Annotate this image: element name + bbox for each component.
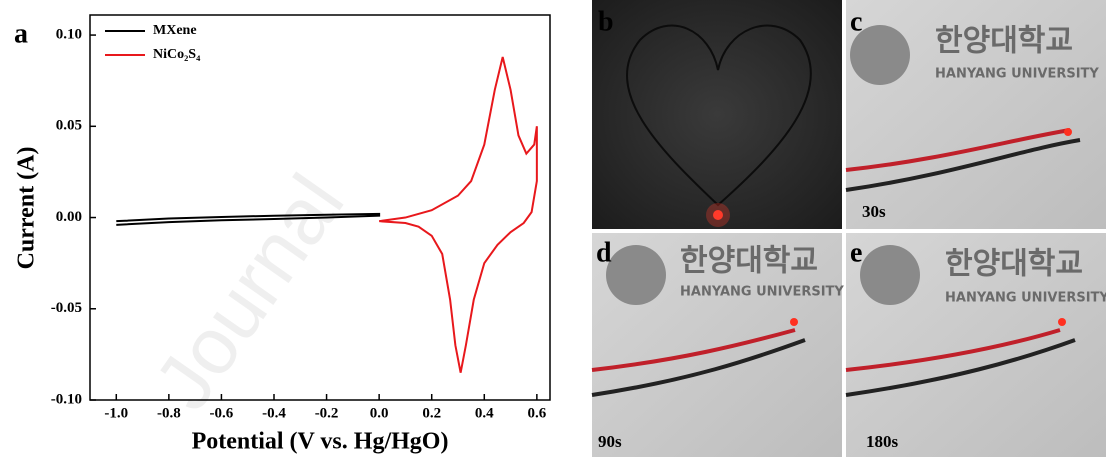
x-tick-label: 0.0 [370,405,389,421]
logo [860,245,920,305]
panel-label: e [850,237,862,268]
plot-frame [89,14,551,401]
legend-label: NiCo₂S₄ [153,47,201,62]
time-label: 30s [862,202,886,221]
data-line [116,212,381,226]
led [1058,318,1066,326]
led [713,210,723,220]
panel-label: c [850,6,862,37]
cable [591,328,796,372]
y-tick-label: 0.05 [56,118,82,134]
x-tick-label: -0.8 [157,405,181,421]
y-tick-label: 0.10 [56,27,82,43]
sign-text: HANYANG UNIVERSITY [935,67,1099,82]
photo-d: 한양대학교 HANYANG UNIVERSITY d 90s [591,233,844,457]
panel-label: a [14,18,28,49]
logo [850,25,910,85]
led [1064,128,1072,136]
y-tick-label: -0.05 [51,300,82,316]
sign-text: 한양대학교 [945,247,1083,282]
x-tick-label: -1.0 [104,405,128,421]
led [790,318,798,326]
photo-e: 한양대학교 HANYANG UNIVERSITY e 180s [845,233,1106,457]
x-tick-label: -0.2 [315,405,339,421]
logo [606,245,666,305]
photo-c: 한양대학교 HANYANG UNIVERSITY c 30s [845,0,1106,229]
legend-label: MXene [153,23,197,38]
data-line [379,56,538,373]
panel-label: d [596,237,612,268]
led-glow [706,203,730,227]
sign-text: 한양대학교 [680,244,818,279]
x-tick-label: 0.4 [475,405,494,421]
y-axis-label: Current (A) [14,147,40,270]
sign-text: HANYANG UNIVERSITY [680,285,844,300]
x-tick-label: 0.6 [527,405,546,421]
x-tick-label: -0.6 [210,405,234,421]
x-axis-label: Potential (V vs. Hg/HgO) [192,429,449,455]
cable [845,328,1061,372]
x-tick-label: -0.4 [262,405,286,421]
x-tick-label: 0.2 [422,405,441,421]
y-tick-label: 0.00 [56,209,82,225]
wire [626,24,812,207]
sign-text: 한양대학교 [935,24,1073,59]
photo-b: b [592,0,842,229]
time-label: 90s [598,432,622,451]
cable [845,138,1081,192]
cable [845,128,1071,172]
time-label: 180s [866,432,899,451]
cable [845,338,1076,397]
cable [591,338,806,397]
watermark: Journal [137,159,360,425]
sign-text: HANYANG UNIVERSITY [945,291,1106,306]
photo-background [592,0,842,229]
panel-label: b [598,6,614,37]
y-tick-label: -0.10 [51,391,82,407]
